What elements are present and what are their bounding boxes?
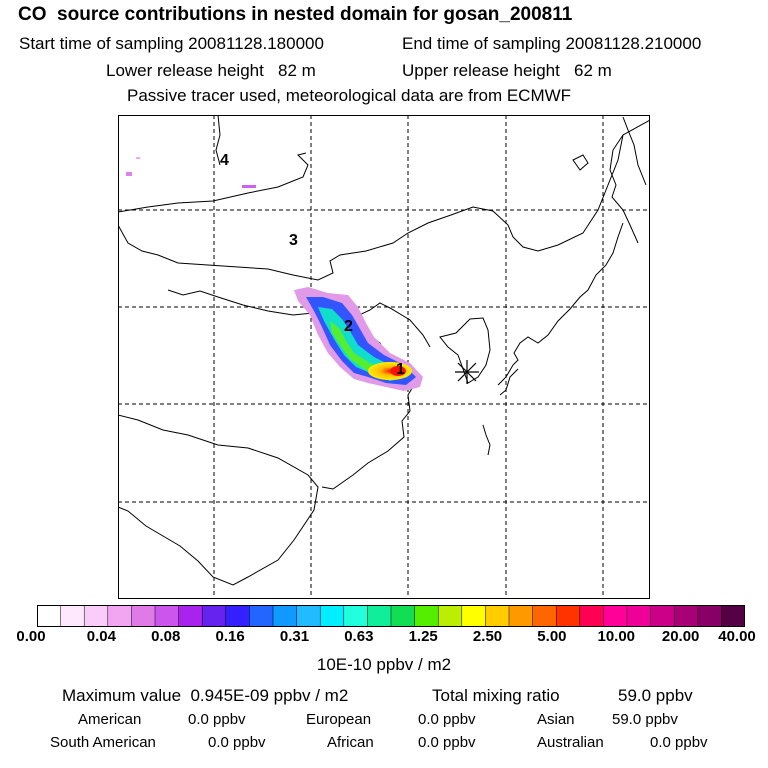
color-scale-tick-label: 0.08 [151,628,181,645]
color-scale-cell [343,605,369,627]
color-scale-cell [225,605,251,627]
color-scale-cell [37,605,62,627]
region-labels: 1 2 3 4 [220,152,405,378]
color-scale-cell [249,605,274,627]
color-scale-cell [485,605,510,627]
color-scale-cell [579,605,605,627]
american-value: 0.0 ppbv [188,711,246,728]
color-scale-bar [37,605,745,627]
maximum-value: Maximum value 0.945E-09 ppbv / m2 [62,686,349,705]
color-scale-tick-label: 20.00 [661,628,700,645]
color-scale-cell [296,605,321,627]
color-scale-cell [414,605,439,627]
african-label: African [327,734,374,751]
region-label-3: 3 [289,232,298,249]
map-frame [118,115,650,599]
color-scale-ticks: 0.00 0.04 0.08 0.16 0.31 0.63 1.25 2.50 5.00 10.0… [0,628,768,652]
color-scale-tick-label: 5.00 [537,628,567,645]
color-scale-cell [555,605,581,627]
american-label: American [78,711,142,728]
color-scale-cell [461,605,487,627]
color-scale-cell [178,605,203,627]
color-scale-cell [201,605,227,627]
color-scale-tick-label: 0.04 [86,628,116,645]
color-scale-cell [673,605,699,627]
south-american-label: South American [50,734,156,751]
region-label-1: 1 [396,361,405,378]
color-scale-cell [508,605,534,627]
african-value: 0.0 ppbv [418,734,476,751]
source-contribution-map: 1 2 3 4 [118,115,650,599]
european-label: European [306,711,372,728]
end-time: End time of sampling 20081128.210000 [402,34,702,53]
color-scale-cell [83,605,109,627]
south-american-value: 0.0 ppbv [208,734,266,751]
asian-label: Asian [537,711,575,728]
color-scale-cell [697,605,723,627]
color-scale-cell [60,605,85,627]
color-scale-cell [532,605,557,627]
lower-release-height: Lower release height 82 m [106,61,316,80]
plot-title: CO source contributions in nested domain… [18,4,573,25]
asian-value: 59.0 ppbv [612,711,678,728]
european-value: 0.0 ppbv [418,711,476,728]
color-scale-tick-label: 1.25 [408,628,438,645]
upper-release-height: Upper release height 62 m [402,61,612,80]
color-scale-cell [319,605,345,627]
color-scale-tick-label: 0.63 [344,628,374,645]
color-scale-cell [721,605,745,627]
color-scale-tick-label: 0.00 [16,628,46,645]
region-label-2: 2 [344,318,353,335]
tracer-note: Passive tracer used, meteorological data… [127,86,572,105]
co-plume [126,157,423,391]
color-scale-tick-label: 2.50 [472,628,503,645]
color-scale-cell [603,605,628,627]
color-scale-cell [131,605,156,627]
color-scale-cell [626,605,652,627]
color-scale-cell [367,605,392,627]
australian-value: 0.0 ppbv [650,734,708,751]
color-scale-tick-label: 10.00 [597,628,636,645]
australian-label: Australian [537,734,604,751]
color-scale-unit: 10E-10 ppbv / m2 [316,655,452,674]
color-scale-cell [437,605,463,627]
color-scale-tick-label: 40.00 [718,628,756,645]
color-scale-cell [272,605,298,627]
receptor-asterisk-icon [455,360,479,384]
color-scale-cell [107,605,133,627]
lat-lon-grid [118,115,650,599]
start-time: Start time of sampling 20081128.180000 [19,34,324,53]
color-scale-cell [390,605,416,627]
color-scale-cell [650,605,675,627]
color-scale-tick-label: 0.16 [215,628,245,645]
region-label-4: 4 [220,152,229,169]
total-mixing-ratio-label: Total mixing ratio [432,686,560,705]
color-scale-tick-label: 0.31 [279,628,310,645]
total-mixing-ratio-value: 59.0 ppbv [618,686,693,705]
color-scale-cell [154,605,180,627]
